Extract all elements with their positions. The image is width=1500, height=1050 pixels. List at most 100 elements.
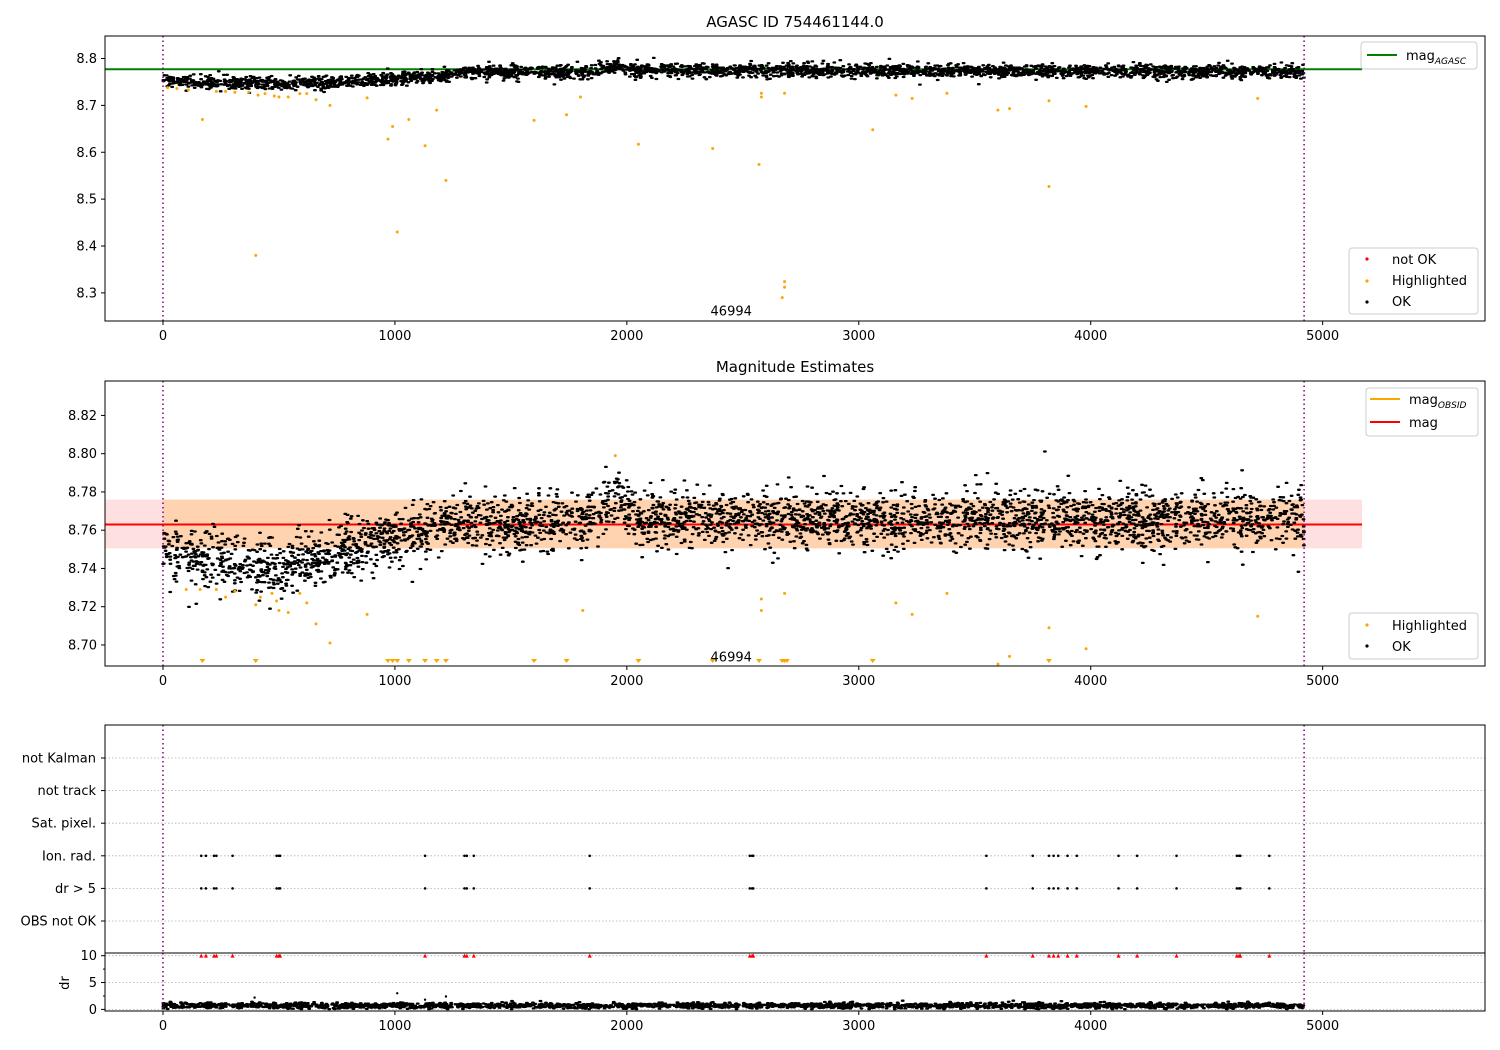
legend2-highlighted-marker [1365,623,1369,627]
highlighted-point [783,285,787,289]
flag-point [588,887,592,890]
flag-point [751,887,755,890]
flag-label: dr > 5 [55,882,96,897]
flag-point [204,887,208,890]
dr-point [423,998,427,1001]
y-tick-label: 8.8 [76,52,97,67]
x-tick-label: 5000 [1306,1019,1339,1034]
highlighted-point [263,92,267,96]
y-tick-label: 8.76 [68,524,97,539]
highlighted-point [423,144,427,148]
panel4-dr-points [161,992,1306,1011]
legend2-ok-marker [1365,644,1369,648]
x-tick-label: 5000 [1306,674,1339,689]
highlighted-point [1084,647,1088,651]
flag-point [1056,887,1060,890]
highlighted-point [783,591,787,595]
y-tick-label: 8.70 [68,638,97,653]
panel3-plot-area [105,725,1485,953]
flag-point [231,887,234,890]
below-range-marker [1045,659,1052,663]
dr-over-limit-marker [1051,953,1056,958]
highlighted-point [258,595,262,599]
panel1-frame [104,35,1486,322]
x-tick-label: 5000 [1306,329,1339,344]
below-range-marker [563,659,570,663]
dr-over-limit-marker [203,953,208,958]
highlighted-point [759,597,763,601]
panel4-dr-over-limit-markers [199,953,1272,958]
dr-over-limit-marker [984,953,989,958]
panel2-highlighted-points [184,454,1260,666]
panel1-title: AGASC ID 754461144.0 [706,13,884,31]
flag-point [1056,854,1060,858]
highlighted-point [254,253,258,257]
panel2-y-axis: 8.70 8.72 8.74 8.76 8.78 8.80 8.82 [68,409,105,653]
x-tick-label: 4000 [1074,329,1107,344]
ok-point-cloud [161,56,1306,95]
highlighted-point [1047,626,1051,630]
highlighted-point [200,117,204,121]
flag-point [1175,854,1178,858]
dr-over-limit-marker [1238,953,1243,958]
highlighted-point [1256,614,1260,618]
dr-over-limit-marker [423,953,428,958]
flag-point [588,854,592,858]
flag-point [199,854,203,858]
panel2-frame [104,380,1486,667]
highlighted-point [578,95,582,99]
y-tick-label: 8.80 [68,447,97,462]
highlighted-point [783,280,787,284]
highlighted-point [1047,99,1051,103]
highlighted-point [759,95,763,99]
highlighted-point [365,612,369,616]
highlighted-point [1084,104,1088,108]
panel2-x-axis: 0 1000 2000 3000 4000 5000 [159,666,1339,689]
dr-over-limit-marker [471,953,476,958]
highlighted-point [1047,184,1051,188]
y-tick-label: 0 [89,1003,97,1018]
flag-point [278,854,282,858]
dr-over-limit-marker [1267,953,1272,958]
legend-ok-label: OK [1392,295,1411,310]
flag-point [1047,854,1051,858]
panel1-line-legend-box [1360,41,1478,70]
flag-label: Sat. pixel. [32,817,96,832]
dr-point [396,992,399,995]
flag-point [1239,887,1242,890]
y-tick-label: 8.74 [68,562,97,577]
flags-panel: not Kalman not track Sat. pixel. Ion. rad. d… [21,724,1486,954]
flag-point [1047,887,1051,890]
flag-point [1075,854,1079,858]
flag-point [472,854,476,858]
flag-label: not Kalman [22,752,96,767]
highlighted-point [945,91,949,95]
below-range-marker [783,659,790,663]
highlighted-point [1008,107,1012,111]
highlighted-point [996,662,1000,666]
panel1-marker-legend-box [1348,247,1479,315]
dr-panel: 0 1000 2000 3000 4000 5000 0 5 10 dr [58,949,1486,1034]
highlighted-point [407,117,411,121]
y-tick-label: 8.78 [68,485,97,500]
highlighted-point [328,103,332,107]
dr-over-limit-marker [1046,953,1051,958]
highlighted-point [613,454,617,458]
dr-over-limit-marker [1056,953,1061,958]
legend2-ok-label: OK [1392,640,1411,655]
highlighted-point [1008,654,1012,658]
highlighted-point [214,89,218,93]
below-range-marker [384,659,391,663]
flag-point [215,854,218,858]
below-range-marker [442,659,449,663]
highlighted-point [277,609,281,613]
x-tick-label: 0 [159,329,167,344]
highlighted-point [1256,96,1260,100]
panel4-y-axis: 0 5 10 [80,949,105,1018]
flag-point [1052,887,1055,890]
dr-over-limit-marker [751,953,756,958]
highlighted-point [636,142,640,146]
flag-point [1052,854,1055,858]
dr-over-limit-marker [199,953,204,958]
